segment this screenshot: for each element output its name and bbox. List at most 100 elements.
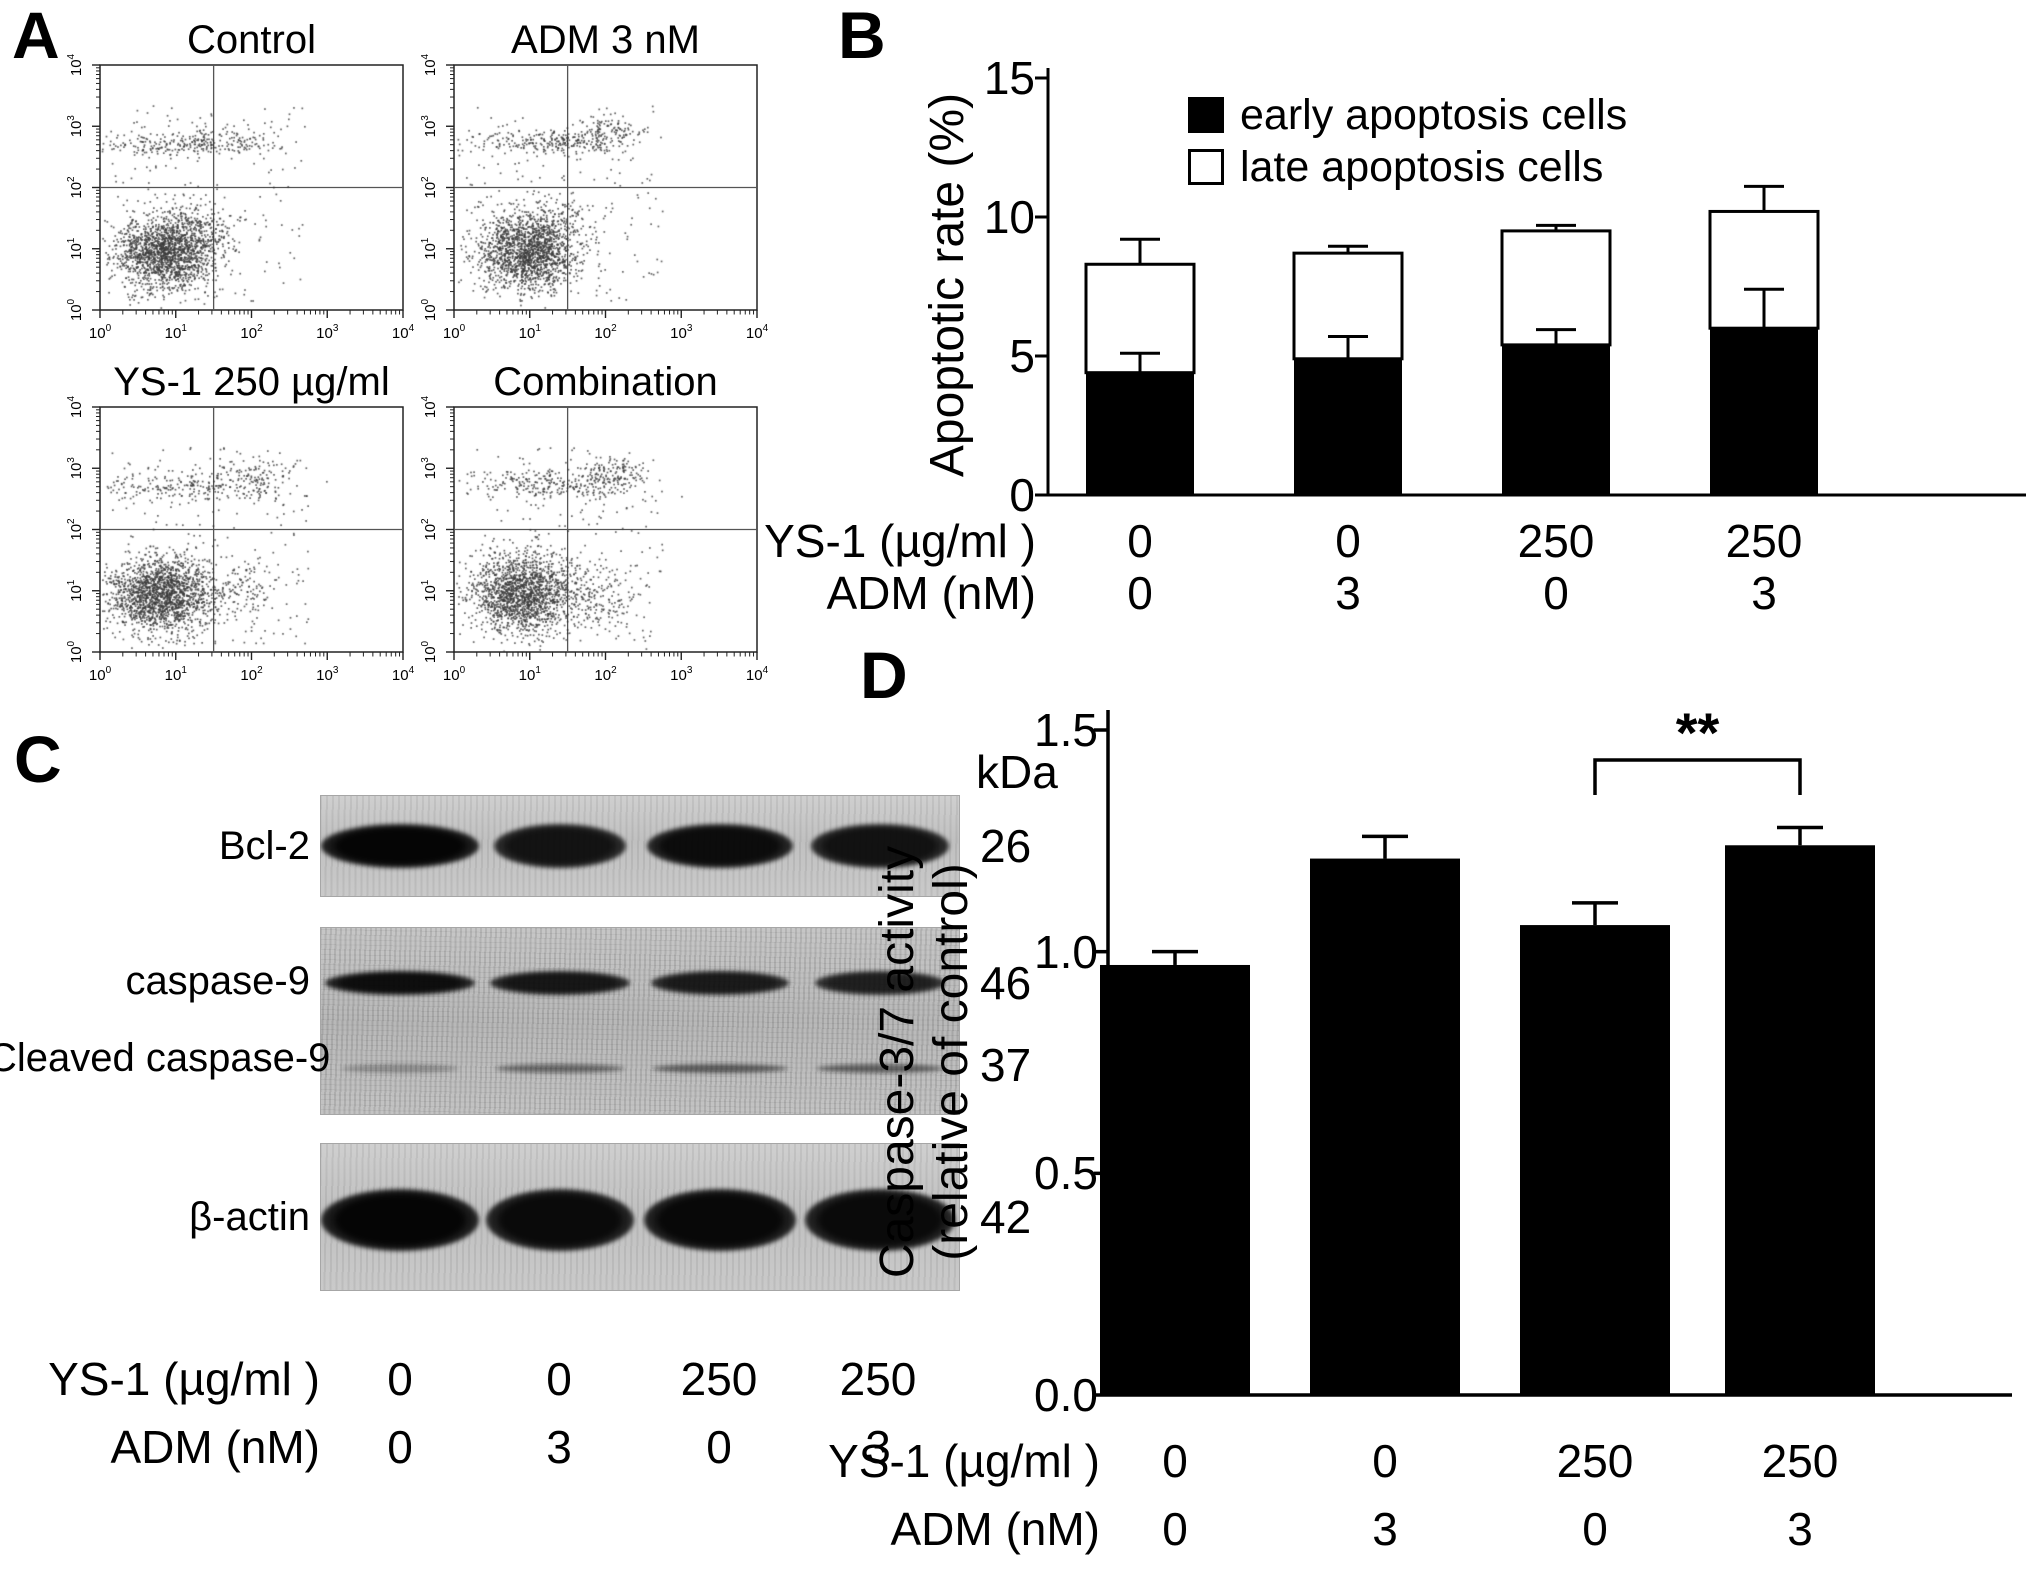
- svg-text:104: 104: [66, 395, 85, 418]
- c-xrow-adm-value: 3: [546, 1421, 572, 1473]
- flow-scatter-dots: [454, 407, 757, 652]
- c-xrow-ys1-value: 0: [546, 1353, 572, 1405]
- b-xrow-ys1-value: 0: [1127, 515, 1153, 567]
- panel-d-label: D: [860, 638, 908, 712]
- c-xrow-ys1-label: YS-1 (µg/ml ): [48, 1353, 320, 1405]
- svg-text:102: 102: [66, 518, 85, 541]
- svg-text:103: 103: [420, 115, 439, 138]
- svg-text:101: 101: [420, 237, 439, 260]
- blot-band: [495, 1063, 625, 1073]
- blot-band: [341, 1063, 459, 1073]
- svg-text:101: 101: [420, 579, 439, 602]
- b-xrow-adm-value: 0: [1543, 567, 1569, 619]
- kda-26: 26: [980, 820, 1032, 872]
- c-xrow-adm-value: 3: [865, 1421, 891, 1473]
- c-xrow-ys1-value: 250: [839, 1353, 917, 1405]
- blot-band: [815, 971, 945, 996]
- flow-plot-control: Control 100 100 101 101 102 102 103 103 104 104: [58, 18, 418, 363]
- legend-swatch-early: [1188, 97, 1224, 133]
- d-xrow-ys1-value: 250: [1761, 1435, 1839, 1487]
- kda-46: 46: [980, 957, 1032, 1009]
- panel-a-label: A: [12, 0, 60, 72]
- blot-band: [811, 824, 949, 868]
- c-xrow-adm-value: 0: [387, 1421, 413, 1473]
- blot-band: [816, 1063, 944, 1073]
- blot-band: [647, 824, 793, 868]
- d-xrow-ys1-label: YS-1 (µg/ml ): [828, 1435, 1100, 1487]
- d-xrow-adm-value: 0: [1582, 1503, 1608, 1555]
- flow-plot-title: ADM 3 nM: [511, 18, 700, 62]
- d-xrow-adm-value: 3: [1787, 1503, 1813, 1555]
- d-xrow-ys1-value: 250: [1556, 1435, 1634, 1487]
- c-xrow-adm-label: ADM (nM): [110, 1421, 320, 1473]
- svg-text:**: **: [1676, 701, 1720, 764]
- svg-text:101: 101: [165, 323, 188, 342]
- svg-text:100: 100: [89, 323, 112, 342]
- svg-text:102: 102: [66, 176, 85, 199]
- blot-band: [490, 971, 630, 996]
- legend-label-late: late apoptosis cells: [1240, 143, 1604, 191]
- svg-text:104: 104: [420, 53, 439, 76]
- d-xrow-adm-label: ADM (nM): [890, 1503, 1100, 1555]
- b-ytick: 5: [1009, 330, 1035, 382]
- svg-text:100: 100: [443, 323, 466, 342]
- svg-text:102: 102: [420, 518, 439, 541]
- svg-text:100: 100: [443, 665, 466, 684]
- d-xrow-ys1-value: 0: [1372, 1435, 1398, 1487]
- c-xrow-ys1-value: 250: [680, 1353, 758, 1405]
- blot-label-caspase9: caspase-9: [125, 959, 310, 1003]
- b-xrow-adm-label: ADM (nM): [826, 567, 1036, 619]
- flow-scatter-dots: [100, 65, 403, 310]
- blot-band: [486, 1188, 634, 1251]
- c-xrow-adm-value: 0: [706, 1421, 732, 1473]
- blot-label-beta-actin: β-actin: [189, 1195, 310, 1239]
- svg-text:101: 101: [66, 237, 85, 260]
- svg-text:104: 104: [420, 395, 439, 418]
- svg-text:103: 103: [66, 457, 85, 480]
- b-xrow-adm-value: 3: [1335, 567, 1361, 619]
- svg-text:103: 103: [670, 665, 693, 684]
- c-xrow-ys1-value: 0: [387, 1353, 413, 1405]
- b-xrow-ys1-value: 0: [1335, 515, 1361, 567]
- blot-label-cleaved-caspase9: Cleaved caspase-9: [0, 1036, 331, 1080]
- svg-text:102: 102: [594, 323, 617, 342]
- svg-text:104: 104: [746, 665, 769, 684]
- svg-text:101: 101: [519, 665, 542, 684]
- svg-text:100: 100: [420, 640, 439, 663]
- b-ytick: 15: [983, 52, 1035, 104]
- d-ytick: 1.5: [1034, 704, 1098, 756]
- flow-plot-title: YS-1 250 µg/ml: [113, 360, 390, 404]
- blot-band: [652, 1063, 788, 1073]
- b-xrow-adm-value: 3: [1751, 567, 1777, 619]
- blot-band: [644, 1188, 796, 1251]
- blot-band: [494, 824, 626, 868]
- panel-c-label: C: [14, 722, 62, 796]
- svg-text:102: 102: [420, 176, 439, 199]
- kda-37: 37: [980, 1039, 1032, 1091]
- b-ytick: 0: [1009, 469, 1035, 521]
- svg-text:104: 104: [392, 323, 415, 342]
- kda-42: 42: [980, 1191, 1032, 1243]
- svg-text:104: 104: [746, 323, 769, 342]
- d-xrow-ys1-value: 0: [1162, 1435, 1188, 1487]
- svg-text:103: 103: [66, 115, 85, 138]
- svg-text:102: 102: [240, 323, 263, 342]
- svg-text:104: 104: [392, 665, 415, 684]
- svg-text:103: 103: [420, 457, 439, 480]
- d-ytick: 1.0: [1034, 926, 1098, 978]
- svg-text:103: 103: [316, 323, 339, 342]
- caspase-activity-chart: **: [1094, 701, 2012, 1397]
- svg-text:100: 100: [66, 640, 85, 663]
- svg-text:101: 101: [165, 665, 188, 684]
- legend-label-early: early apoptosis cells: [1240, 91, 1628, 139]
- panel-b-label: B: [838, 0, 886, 72]
- svg-text:101: 101: [519, 323, 542, 342]
- blot-band: [325, 971, 475, 996]
- d-y-axis-title-line1: Caspase-3/7 activity: [871, 845, 924, 1279]
- d-xrow-adm-value: 3: [1372, 1503, 1398, 1555]
- flow-plot-title: Control: [187, 18, 316, 62]
- blot-band: [321, 1188, 479, 1251]
- d-ytick: 0.0: [1034, 1369, 1098, 1421]
